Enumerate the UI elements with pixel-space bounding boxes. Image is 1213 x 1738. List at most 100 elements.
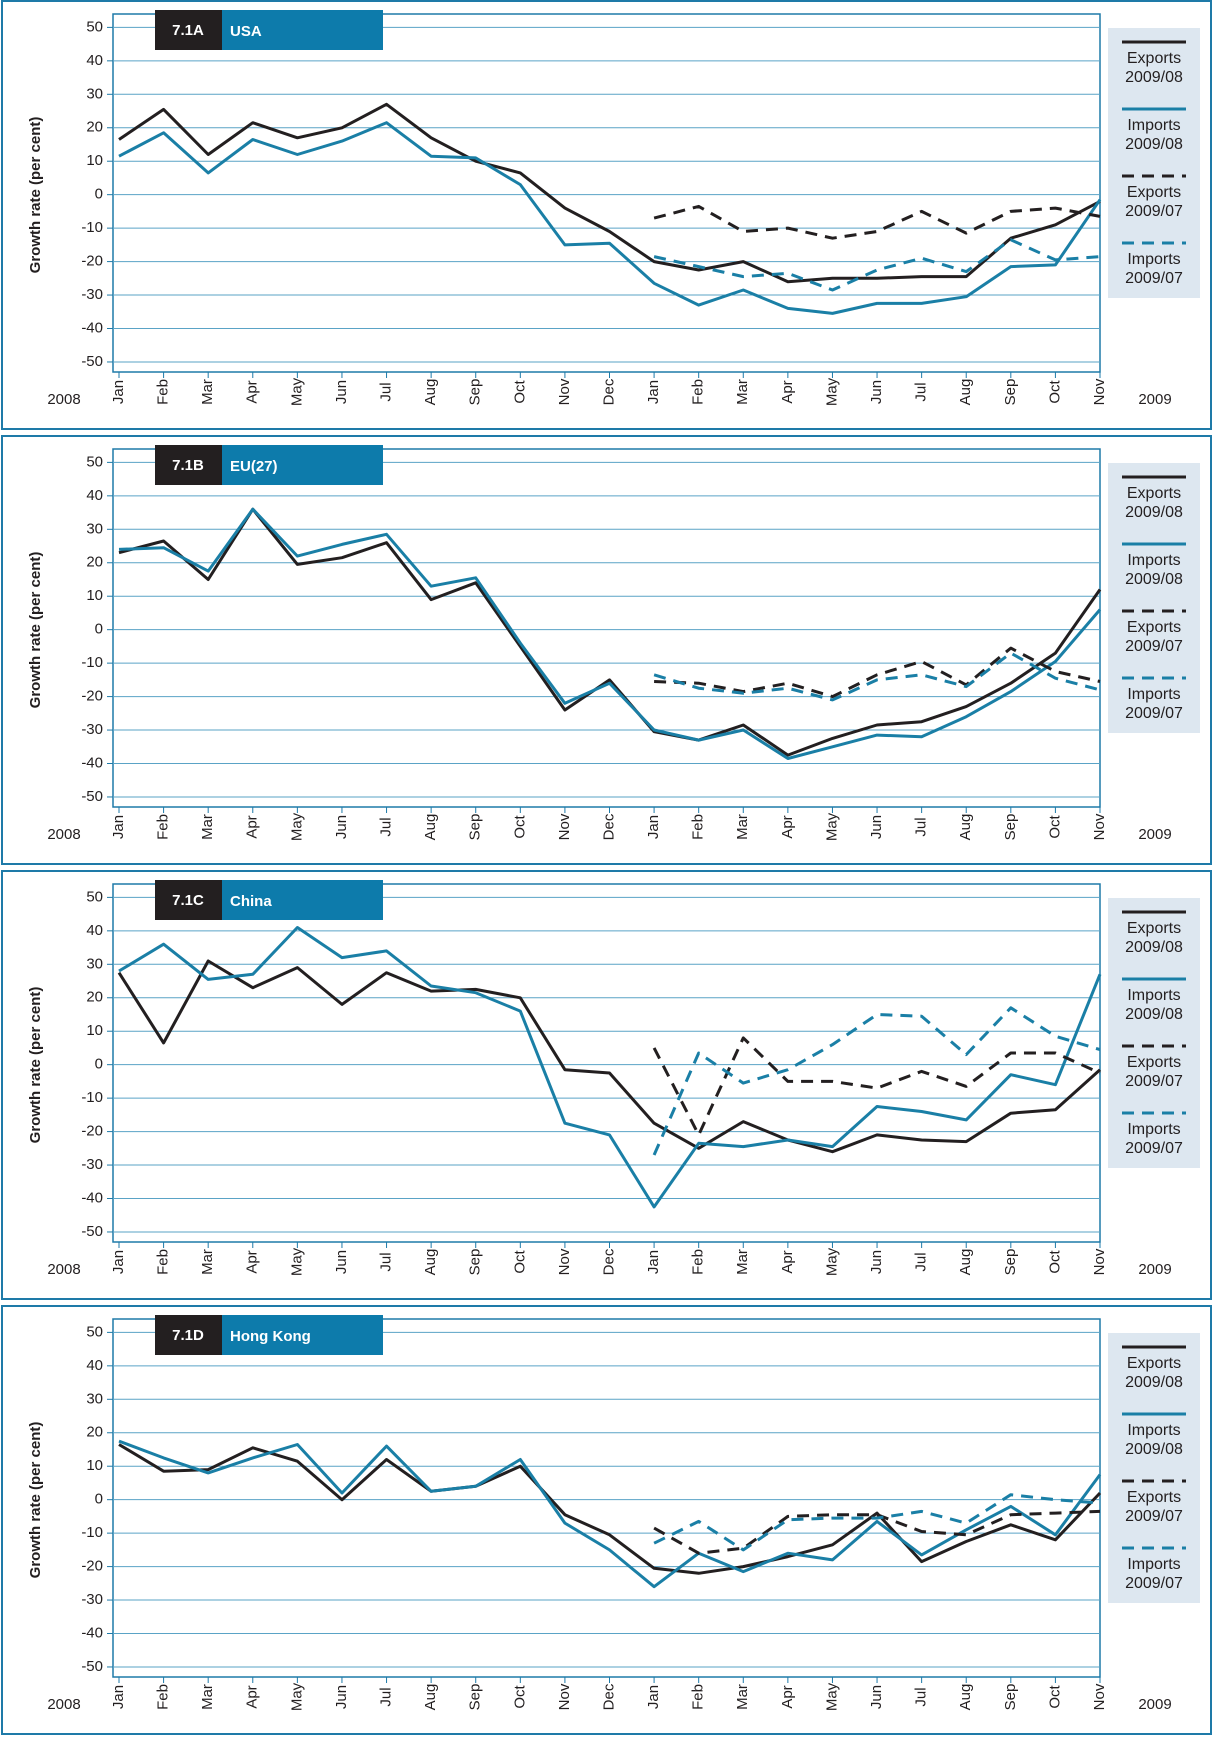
- badge-label-bg: [155, 10, 222, 50]
- x-tick-label: May: [288, 812, 305, 841]
- series-line: [653, 1493, 1101, 1552]
- y-tick-label: -40: [81, 1624, 103, 1641]
- legend-label: Exports 2009/07: [1125, 1054, 1183, 1090]
- panel-title: EU(27): [230, 458, 278, 475]
- y-tick-label: -10: [81, 1089, 103, 1106]
- x-tick-label: Jul: [913, 1252, 930, 1271]
- x-tick-label: Apr: [244, 380, 261, 403]
- series-line: [652, 1036, 1101, 1137]
- legend-bg: [1108, 898, 1200, 1168]
- y-tick-label: -30: [81, 1591, 103, 1608]
- y-tick-label: 0: [95, 621, 103, 638]
- legend-label: Imports 2009/08: [1125, 117, 1183, 153]
- x-tick-label: Jan: [645, 815, 662, 839]
- x-tick-label: May: [288, 377, 305, 406]
- x-tick-label: Aug: [957, 1249, 974, 1276]
- panel-border: [1, 435, 1212, 865]
- x-tick-label: Sep: [1002, 1684, 1019, 1711]
- x-tick-label: Jan: [110, 380, 127, 404]
- panel-title: USA: [230, 23, 262, 40]
- x-tick-label: Nov: [1091, 1683, 1108, 1710]
- x-tick-label: Jan: [110, 1250, 127, 1274]
- x-tick-label: Jul: [378, 1687, 395, 1706]
- x-tick-label: May: [823, 377, 840, 406]
- x-tick-label: Jul: [913, 382, 930, 401]
- y-axis-label: Growth rate (per cent): [27, 1422, 44, 1579]
- x-tick-label: Oct: [1046, 1250, 1063, 1274]
- x-tick-label: Jun: [333, 815, 350, 839]
- x-tick-label: Feb: [155, 814, 172, 840]
- x-tick-label: Sep: [467, 1249, 484, 1276]
- y-tick-label: 10: [86, 587, 103, 604]
- y-tick-label: 30: [86, 1390, 103, 1407]
- badge-title-bg: [222, 10, 383, 50]
- legend-label: Imports 2009/08: [1125, 1422, 1183, 1458]
- x-tick-label: Jun: [333, 380, 350, 404]
- x-tick-label: Jun: [333, 1250, 350, 1274]
- chart: 50 40 30 20 10 0 -10 -20 -30 -40 -50 Jan Feb Mar Apr Ma…: [1, 0, 1212, 430]
- x-tick-label: Sep: [1002, 1249, 1019, 1276]
- y-tick-label: -30: [81, 1156, 103, 1173]
- x-tick-label: Jun: [333, 1685, 350, 1709]
- series-line: [118, 1439, 1102, 1589]
- y-tick-label: 10: [86, 152, 103, 169]
- year-end: 2009: [1138, 1696, 1171, 1713]
- badge-label-bg: [155, 445, 222, 485]
- y-tick-label: -40: [81, 1189, 103, 1206]
- x-tick-label: Oct: [511, 1250, 528, 1274]
- x-tick-label: Nov: [1091, 813, 1108, 840]
- y-tick-label: -20: [81, 1558, 103, 1575]
- y-tick-label: -50: [81, 1223, 103, 1240]
- x-tick-label: Nov: [556, 813, 573, 840]
- y-tick-label: -10: [81, 219, 103, 236]
- series-line: [653, 1509, 1101, 1555]
- x-tick-label: Nov: [556, 378, 573, 405]
- x-tick-label: Apr: [244, 815, 261, 838]
- y-tick-label: 50: [86, 888, 103, 905]
- x-tick-label: Sep: [467, 814, 484, 841]
- x-tick-label: Oct: [511, 815, 528, 839]
- y-tick-label: 20: [86, 119, 103, 136]
- x-tick-label: Jan: [645, 1250, 662, 1274]
- x-tick-label: Jun: [868, 815, 885, 839]
- series-line: [117, 959, 1102, 1154]
- x-tick-label: Dec: [600, 1683, 617, 1710]
- y-tick-label: 20: [86, 989, 103, 1006]
- plot-area: [112, 448, 1101, 808]
- legend-label: Exports 2009/08: [1125, 920, 1183, 956]
- year-start: 2008: [47, 1696, 80, 1713]
- chart-panel: 50 40 30 20 10 0 -10 -20 -30 -40 -50 Jan Feb Mar Apr Ma…: [0, 435, 1213, 865]
- x-tick-label: Mar: [199, 379, 216, 405]
- badge-label-bg: [155, 880, 222, 920]
- x-tick-label: Feb: [690, 379, 707, 405]
- x-tick-label: Jan: [110, 815, 127, 839]
- x-tick-label: Nov: [556, 1248, 573, 1275]
- x-tick-label: Nov: [556, 1683, 573, 1710]
- x-tick-label: Feb: [155, 1249, 172, 1275]
- y-tick-label: -20: [81, 253, 103, 270]
- x-tick-label: Sep: [467, 1684, 484, 1711]
- x-tick-label: Aug: [422, 1684, 439, 1711]
- x-tick-label: Feb: [690, 814, 707, 840]
- x-tick-label: Dec: [600, 1248, 617, 1275]
- y-tick-label: 50: [86, 18, 103, 35]
- x-tick-label: May: [288, 1682, 305, 1711]
- x-tick-label: Aug: [422, 1249, 439, 1276]
- y-tick-label: 0: [95, 186, 103, 203]
- chart: 50 40 30 20 10 0 -10 -20 -30 -40 -50 Jan Feb Mar Apr Ma…: [1, 1305, 1212, 1735]
- x-tick-label: Oct: [1046, 380, 1063, 404]
- x-tick-label: Nov: [1091, 1248, 1108, 1275]
- y-tick-label: -30: [81, 286, 103, 303]
- x-tick-label: Feb: [690, 1684, 707, 1710]
- x-tick-label: Mar: [199, 1684, 216, 1710]
- y-tick-label: 30: [86, 520, 103, 537]
- series-line: [653, 204, 1101, 240]
- legend-label: Exports 2009/07: [1125, 184, 1183, 220]
- x-tick-label: Jan: [110, 1685, 127, 1709]
- chart-panel: 50 40 30 20 10 0 -10 -20 -30 -40 -50 Jan Feb Mar Apr Ma…: [0, 0, 1213, 430]
- x-tick-label: Mar: [734, 1684, 751, 1710]
- y-tick-label: -20: [81, 1123, 103, 1140]
- x-tick-label: Aug: [957, 1684, 974, 1711]
- badge-title-bg: [222, 445, 383, 485]
